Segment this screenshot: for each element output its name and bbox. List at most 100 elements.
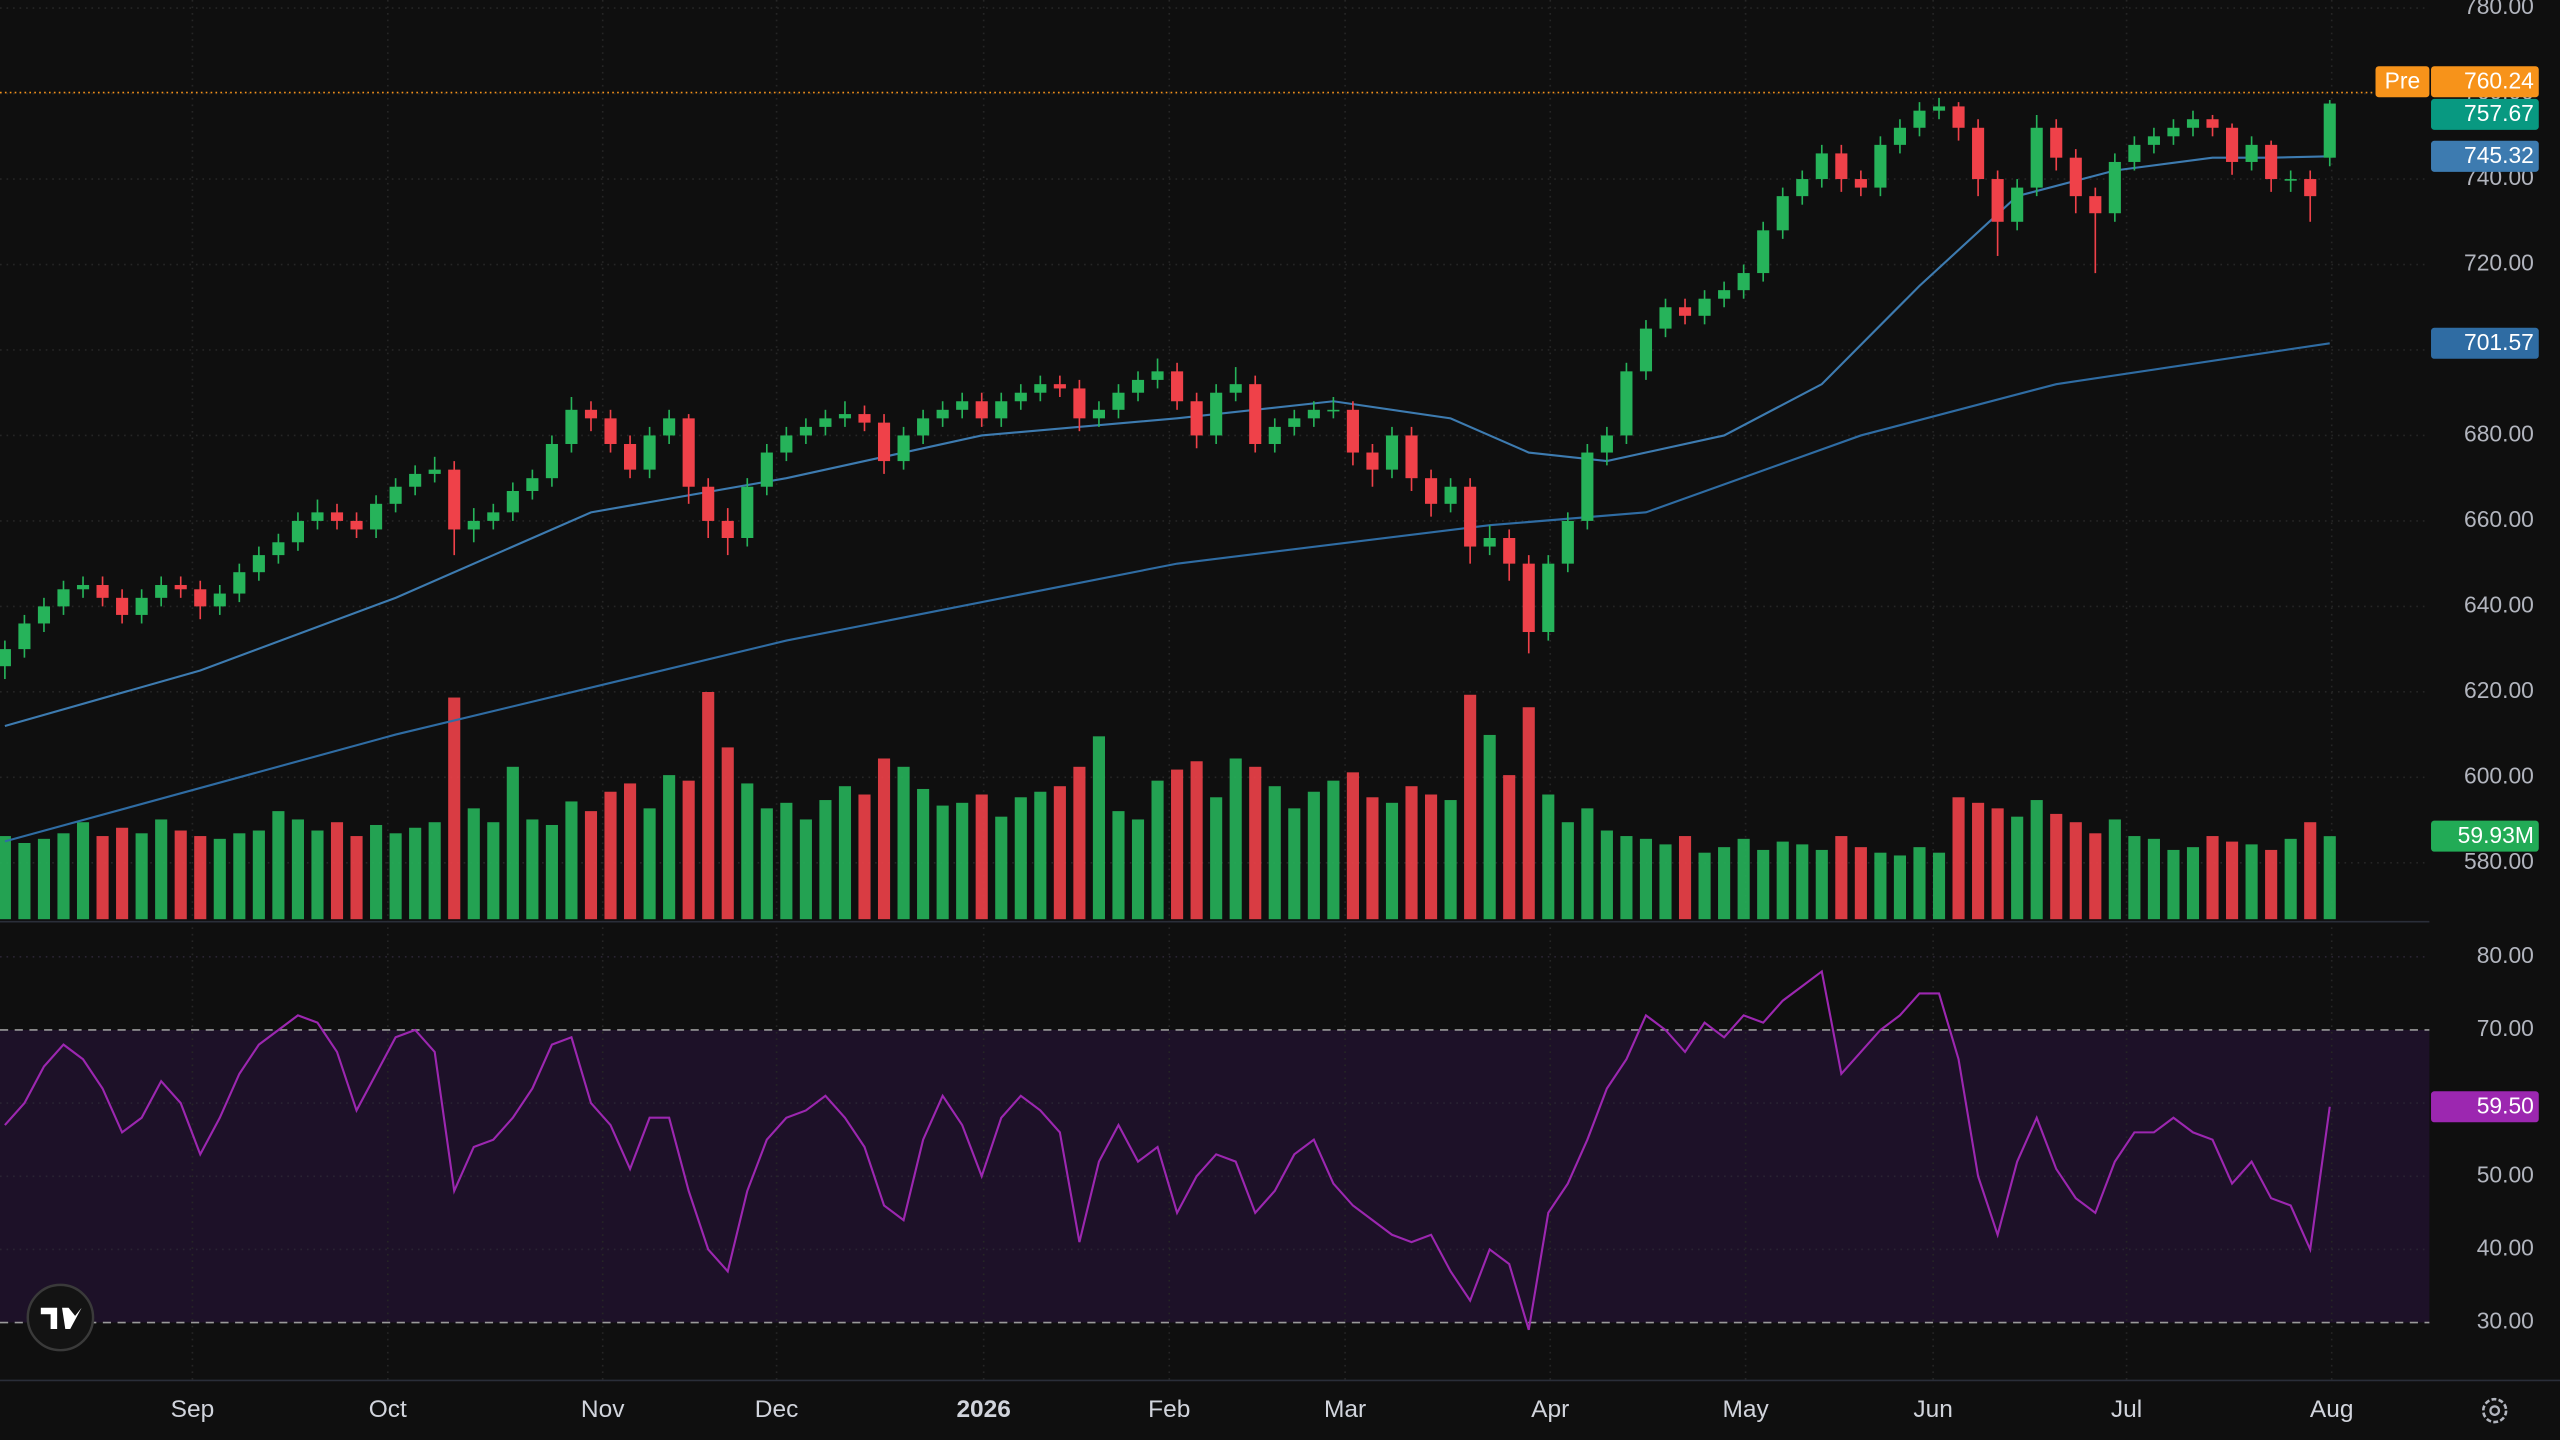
logo-glyph[interactable]	[40, 1307, 82, 1329]
logo-circle[interactable]	[26, 1283, 95, 1352]
candle-body	[917, 418, 930, 436]
rsi-tick-label: 80.00	[2477, 942, 2534, 968]
volume-bar	[1014, 797, 1027, 920]
x-tick-label: Jul	[2111, 1396, 2142, 1423]
logo[interactable]	[26, 1283, 95, 1352]
candle-body	[2323, 103, 2336, 158]
volume-bar	[1112, 811, 1125, 920]
volume-bar	[604, 791, 617, 920]
volume-bar	[2089, 833, 2102, 920]
candle-body	[760, 452, 773, 487]
candle-body	[1991, 179, 2004, 222]
volume-bar	[1171, 769, 1184, 920]
x-tick-label: Mar	[1324, 1396, 1366, 1423]
candle-body	[1444, 486, 1457, 504]
price-label: 745.32	[2464, 142, 2534, 168]
volume-bar	[389, 833, 402, 920]
candle-body	[780, 435, 793, 453]
volume-bar	[1972, 802, 1985, 920]
candle-body	[565, 409, 578, 444]
candle-body	[1796, 179, 1809, 197]
candle-body	[1835, 153, 1848, 180]
candle-body	[1034, 384, 1047, 393]
volume-bar	[1151, 780, 1164, 920]
x-tick-label: Feb	[1148, 1396, 1190, 1423]
candle-body	[1561, 520, 1574, 564]
candle-body	[1112, 392, 1125, 410]
candle-body	[2206, 119, 2219, 128]
volume-bar	[1131, 819, 1145, 920]
candle-body	[819, 418, 832, 427]
candle-body	[799, 426, 812, 436]
volume-bar	[487, 822, 500, 920]
x-tick-label: Apr	[1531, 1396, 1569, 1423]
x-tick-label: 2026	[956, 1396, 1010, 1423]
candle-body	[975, 401, 988, 419]
y-tick-label: 580.00	[2464, 848, 2534, 874]
rsi-line	[4, 969, 2331, 1331]
candle-body	[1288, 418, 1301, 427]
volume-bar	[76, 822, 90, 920]
volume-bar	[1893, 855, 1906, 920]
volume-bar	[1092, 736, 1105, 920]
candle-body	[1385, 435, 1399, 470]
volume-bar	[291, 819, 304, 920]
candle-body	[682, 418, 695, 487]
candle-body	[2089, 196, 2102, 214]
grid-layer	[0, 0, 2430, 1380]
candle-body	[1249, 384, 1262, 444]
volume-bar	[545, 824, 558, 920]
volume-bar	[1796, 844, 1809, 920]
candle-body	[389, 486, 402, 504]
gear-outer[interactable]	[2481, 1397, 2508, 1424]
volume-bar	[1835, 836, 1848, 920]
volume-bar	[272, 811, 285, 920]
gear-inner[interactable]	[2489, 1405, 2501, 1416]
candle-layer	[0, 97, 2336, 680]
candle-body	[2265, 144, 2278, 180]
rsi-tick-label: 50.00	[2477, 1161, 2534, 1187]
candle-body	[741, 486, 754, 539]
y-tick-label: 680.00	[2464, 420, 2534, 446]
candle-body	[1503, 538, 1516, 564]
y-tick-label: 620.00	[2464, 677, 2534, 703]
volume-bar	[760, 808, 773, 920]
candle-body	[1620, 371, 1633, 436]
candle-body	[897, 435, 910, 462]
volume-bar	[1659, 844, 1672, 920]
candle-body	[174, 585, 187, 590]
candle-body	[57, 589, 70, 607]
volume-bar	[252, 830, 265, 920]
candle-body	[995, 401, 1008, 419]
candle-body	[1639, 328, 1653, 372]
premarket-tag: Pre	[2385, 68, 2421, 94]
candle-body	[1366, 452, 1379, 470]
volume-bar	[1034, 791, 1047, 920]
x-tick-label: Nov	[581, 1396, 625, 1423]
candle-body	[409, 473, 422, 487]
rsi-layer	[4, 969, 2331, 1331]
candle-body	[1776, 196, 1789, 231]
volume-bar	[1053, 786, 1066, 920]
settings-button[interactable]	[2481, 1397, 2508, 1424]
volume-bar	[1522, 707, 1535, 920]
premarket-tag-box	[2375, 66, 2430, 98]
volume-bar	[155, 819, 168, 920]
volume-bar	[682, 780, 695, 920]
candle-body	[1659, 307, 1672, 329]
volume-bar	[1854, 847, 1867, 920]
candle-body	[1952, 106, 1965, 128]
volume-bar	[1210, 797, 1223, 920]
candle-body	[18, 623, 31, 650]
volume-bar	[819, 800, 832, 920]
candle-body	[1522, 563, 1535, 633]
volume-bar	[1366, 797, 1379, 920]
candle-body	[2167, 127, 2180, 137]
candle-body	[1405, 435, 1418, 479]
y-tick-label: 660.00	[2464, 506, 2534, 532]
candle-body	[1678, 307, 1692, 316]
volume-bar	[2265, 849, 2278, 920]
candle-body	[2030, 127, 2043, 188]
candle-body	[487, 512, 500, 521]
candle-body	[194, 589, 207, 607]
